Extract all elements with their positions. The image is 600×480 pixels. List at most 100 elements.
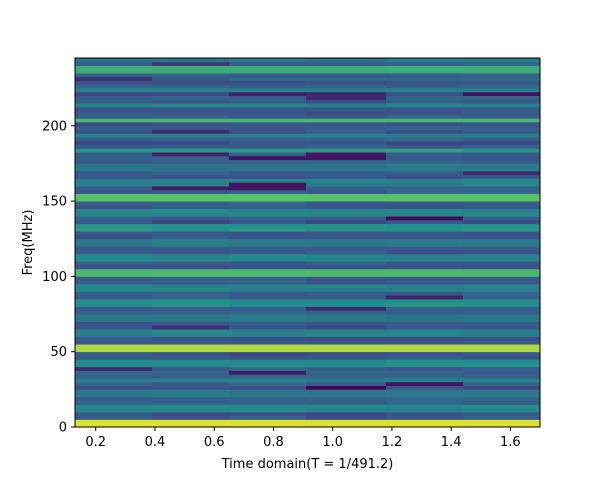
heatmap-cell: [385, 302, 464, 307]
heatmap-cell: [229, 193, 307, 198]
heatmap-cell: [462, 125, 541, 130]
heatmap-cell: [152, 144, 230, 149]
heatmap-cell: [152, 400, 230, 405]
heatmap-cell: [75, 351, 153, 356]
heatmap-cell: [462, 336, 541, 341]
heatmap-cell: [152, 351, 230, 356]
heatmap-cell: [152, 336, 230, 341]
heatmap-cell: [152, 234, 230, 240]
heatmap-cell: [306, 347, 387, 353]
heatmap-cell: [385, 419, 464, 424]
heatmap-cell: [385, 389, 464, 394]
heatmap-cell: [306, 208, 387, 213]
heatmap-cell: [75, 329, 153, 334]
heatmap-cell: [462, 408, 541, 413]
heatmap-cell: [152, 272, 230, 277]
heatmap-cell: [306, 250, 387, 255]
heatmap-cell: [385, 257, 464, 262]
heatmap-cell: [385, 287, 464, 292]
heatmap-cell: [462, 118, 541, 123]
heatmap-cell: [462, 291, 541, 296]
heatmap-cell: [229, 95, 307, 100]
heatmap-cell: [385, 144, 464, 149]
heatmap-cell: [75, 61, 153, 66]
heatmap-cell: [306, 287, 387, 292]
heatmap-cell: [152, 174, 230, 179]
heatmap-cell: [385, 359, 464, 364]
heatmap-cell: [229, 178, 307, 183]
heatmap-cell: [462, 325, 541, 330]
heatmap-cell: [152, 163, 230, 168]
heatmap-cell: [385, 189, 464, 194]
heatmap-cell: [306, 385, 387, 390]
heatmap-cell: [229, 287, 307, 292]
heatmap-cell: [75, 306, 153, 311]
heatmap-cell: [306, 280, 387, 285]
heatmap-cell: [152, 231, 230, 236]
heatmap-cell: [229, 76, 307, 81]
heatmap-cell: [229, 122, 307, 127]
y-tick-label: 100: [42, 270, 67, 285]
heatmap-cell: [462, 84, 541, 89]
heatmap-cell: [306, 295, 387, 300]
heatmap-cell: [306, 212, 387, 217]
heatmap-cell: [229, 227, 307, 232]
heatmap-cell: [152, 88, 230, 93]
heatmap-cell: [306, 65, 387, 70]
heatmap-cell: [306, 125, 387, 130]
heatmap-cell: [385, 370, 464, 375]
y-axis-label: Freq(MHz): [21, 210, 36, 276]
heatmap-cell: [229, 374, 307, 379]
heatmap-cell: [152, 276, 230, 281]
heatmap-cell: [462, 197, 541, 202]
heatmap-cell: [385, 178, 464, 183]
heatmap-cell: [229, 99, 307, 104]
heatmap-cell: [152, 155, 230, 161]
heatmap-cell: [306, 411, 387, 417]
heatmap-cell: [152, 106, 230, 112]
heatmap-cell: [152, 193, 230, 198]
heatmap-cell: [152, 137, 230, 142]
heatmap-cell: [385, 103, 464, 108]
heatmap-cell: [306, 351, 387, 356]
heatmap-cell: [306, 155, 387, 161]
heatmap-cell: [152, 298, 230, 304]
heatmap-cell: [75, 189, 153, 194]
heatmap-cell: [75, 216, 153, 221]
heatmap-cell: [75, 201, 153, 206]
heatmap-cell: [462, 283, 541, 289]
heatmap-cell: [462, 253, 541, 258]
heatmap-cell: [462, 61, 541, 66]
heatmap-cell: [385, 118, 464, 123]
heatmap-cell: [152, 84, 230, 89]
heatmap-cell: [462, 385, 541, 390]
heatmap-cell: [152, 238, 230, 243]
heatmap-cell: [306, 234, 387, 240]
heatmap-cell: [462, 167, 541, 172]
heatmap-cell: [75, 362, 153, 368]
heatmap-cell: [152, 370, 230, 375]
heatmap-cell: [306, 204, 387, 210]
heatmap-cell: [152, 268, 230, 274]
heatmap-cell: [462, 250, 541, 255]
heatmap-cell: [229, 385, 307, 390]
heatmap-cell: [306, 170, 387, 176]
heatmap-cell: [75, 152, 153, 157]
heatmap-cell: [385, 73, 464, 78]
heatmap-cell: [306, 129, 387, 134]
heatmap-cell: [229, 103, 307, 108]
heatmap-cell: [75, 317, 153, 322]
heatmap-cell: [75, 253, 153, 258]
heatmap-cell: [75, 257, 153, 262]
heatmap-cell: [229, 197, 307, 202]
heatmap-cell: [75, 268, 153, 274]
x-tick-label: 1.6: [500, 435, 521, 450]
heatmap-cell: [229, 332, 307, 338]
heatmap-cell: [152, 325, 230, 330]
heatmap-cell: [75, 106, 153, 112]
heatmap-cell: [385, 283, 464, 289]
heatmap-cell: [462, 310, 541, 315]
heatmap-cell: [152, 197, 230, 202]
heatmap-cell: [385, 310, 464, 315]
heatmap-cell: [462, 329, 541, 334]
